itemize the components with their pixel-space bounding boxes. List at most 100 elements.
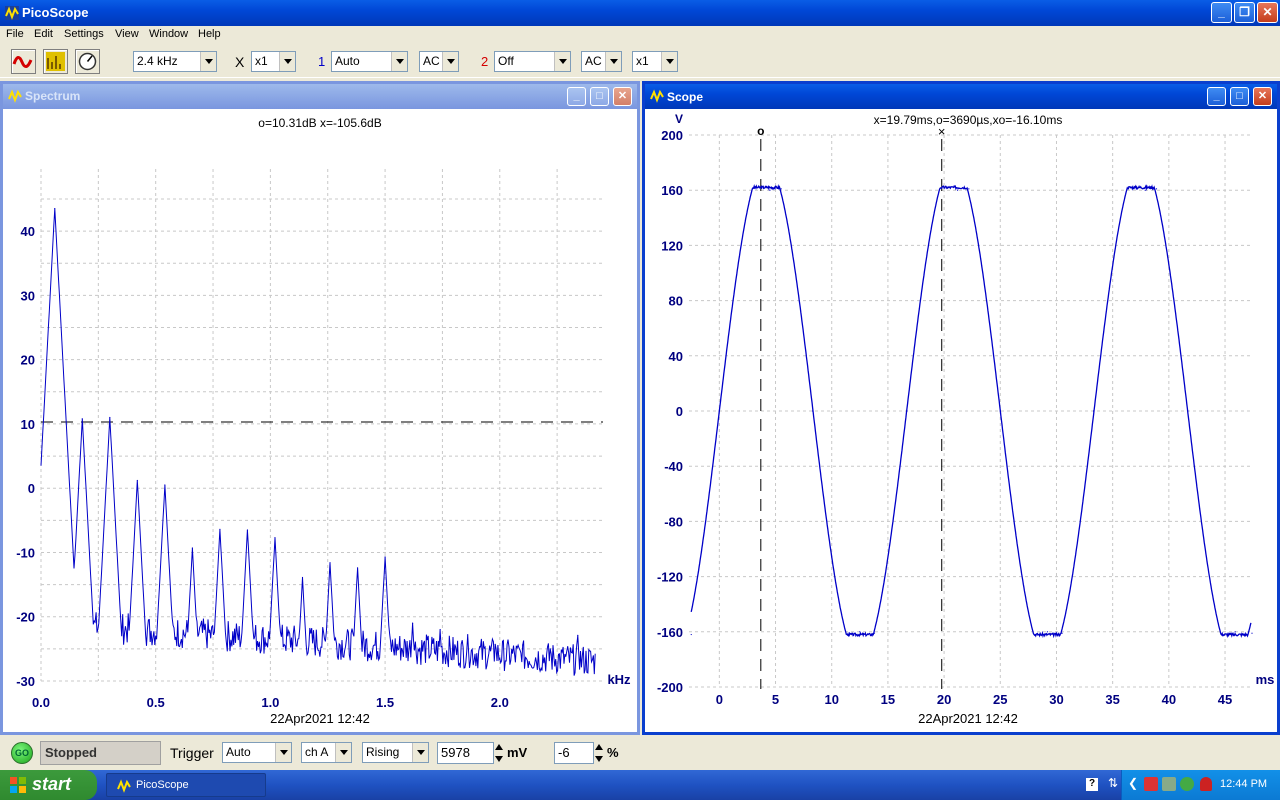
scope-x-tick: 45 [1218,692,1232,707]
scope-window-title: Scope [667,90,704,104]
trigger-mode-select[interactable]: Auto [222,742,292,763]
channel-2-coupling-value: AC [585,54,602,68]
network-icon[interactable]: ⇅ [1108,776,1119,790]
pretrigger-spinner[interactable] [594,742,604,764]
channel-2-coupling-select[interactable]: AC [581,51,622,72]
scope-x-tick: 40 [1162,692,1176,707]
spectrum-y-tick: 40 [21,224,35,239]
shield-icon[interactable] [1200,777,1212,791]
x-multiplier-value: x1 [255,54,268,68]
app-title: PicoScope [22,5,89,20]
scope-x-tick: 30 [1049,692,1063,707]
scope-sample-point [999,410,1001,412]
scope-view-button[interactable] [11,49,36,74]
scope-y-unit: V [675,112,683,126]
spectrum-y-tick: 10 [21,417,35,432]
spectrum-view-button[interactable] [43,49,68,74]
scope-sample-point [769,189,771,191]
spectrum-x-tick: 1.5 [376,695,394,710]
scope-x-tick: 10 [824,692,838,707]
spectrum-plot[interactable]: o=10.31dB x=-105.6dB 40 30 20 10 0 -10 -20 -30 0.… [3,109,637,732]
x-multiplier-label: X [235,54,245,70]
menu-view[interactable]: View [115,28,139,40]
trigger-edge-select[interactable]: Rising [362,742,429,763]
scope-maximize-button[interactable]: □ [1230,87,1249,106]
spectrum-minimize-button[interactable]: _ [567,87,586,106]
scope-cursor-x-label: × [938,124,946,139]
menu-window[interactable]: Window [149,28,189,40]
spectrum-trace [40,208,596,676]
spectrum-x-tick: 1.0 [261,695,279,710]
channel-2-range-select[interactable]: Off [494,51,571,72]
restore-button[interactable]: ❐ [1234,2,1255,23]
scope-sample-point [1046,631,1049,633]
scope-sample-point [1187,410,1189,412]
taskbar-item-label: PicoScope [136,779,189,791]
start-button[interactable]: start [0,770,97,800]
menu-help[interactable]: Help [198,28,221,40]
tray-monitor-icon[interactable] [1162,777,1176,791]
spectrum-peak-point [219,528,221,530]
channel-2-multiplier-select[interactable]: x1 [632,51,678,72]
spectrum-peak-point [549,648,551,650]
scope-x-tick: 25 [993,692,1007,707]
go-button[interactable]: GO [11,742,33,764]
spectrum-window-titlebar: Spectrum _ □ ✕ [3,84,637,109]
pretrigger-input[interactable]: -6 [554,742,594,764]
spectrum-close-button[interactable]: ✕ [613,87,632,106]
scope-trace [690,183,1252,639]
spectrum-maximize-button[interactable]: □ [590,87,609,106]
waveform-icon [12,56,33,68]
spectrum-peak-point [329,562,331,564]
scope-x-unit: ms [1256,672,1275,687]
trigger-level-input[interactable]: 5978 [437,742,494,764]
spectrum-x-tick: 0.5 [147,695,165,710]
clock[interactable]: 12:44 PM [1220,778,1268,790]
scope-sample-point [1092,410,1095,412]
menu-edit[interactable]: Edit [34,28,53,40]
menu-file[interactable]: File [6,28,24,40]
scope-y-tick: 0 [676,404,683,419]
menu-settings[interactable]: Settings [64,28,104,40]
meter-view-button[interactable] [75,49,100,74]
spectrum-y-tick: 0 [28,481,35,496]
scope-x-tick: 5 [772,692,779,707]
run-state-display: Stopped [40,741,161,765]
spectrum-x-unit: kHz [607,672,631,687]
spectrum-peak-point [577,634,579,636]
trigger-channel-value: ch A [305,745,329,759]
tray-security-icon[interactable] [1180,777,1194,791]
spectrum-peak-point [356,567,359,569]
minimize-button[interactable]: _ [1211,2,1232,23]
channel-1-range-value: Auto [335,54,360,68]
trigger-channel-select[interactable]: ch A [301,742,352,763]
trigger-level-spinner[interactable] [494,742,504,764]
spectrum-y-tick: -10 [16,545,35,560]
picoscope-window-icon [8,89,22,103]
help-icon[interactable]: ? [1086,778,1098,791]
scope-y-tick: -80 [664,514,683,529]
taskbar-picoscope-item[interactable]: PicoScope [106,773,266,797]
spectrum-peak-point [164,484,166,486]
scope-cursor-o-label: o [757,124,764,138]
scope-y-tick: -200 [657,680,683,695]
toolbar: 2.4 kHz X x1 1 Auto AC 2 Off AC x1 [0,46,1280,78]
channel-1-coupling-select[interactable]: AC [419,51,459,72]
scope-timestamp: 22Apr2021 12:42 [918,711,1018,726]
x-multiplier-select[interactable]: x1 [251,51,296,72]
tray-app-icon[interactable] [1144,777,1158,791]
close-button[interactable]: ✕ [1257,2,1278,23]
taskbar: start PicoScope ? ⇅ ❮ 12:44 PM [0,770,1280,800]
scope-close-button[interactable]: ✕ [1253,87,1272,106]
spectrum-peak-point [384,556,386,558]
scope-plot[interactable]: x=19.79ms,o=3690µs,xo=-16.10msV200160120… [645,109,1277,732]
timebase-select[interactable]: 2.4 kHz [133,51,217,72]
chevron-left-icon[interactable]: ❮ [1128,776,1139,790]
spectrum-x-tick: 2.0 [491,695,509,710]
scope-minimize-button[interactable]: _ [1207,87,1226,106]
picoscope-task-icon [117,779,131,793]
meter-gauge-icon [78,52,97,71]
windows-logo-icon [10,777,26,793]
channel-1-range-select[interactable]: Auto [331,51,408,72]
channel-2-range-value: Off [498,54,514,68]
